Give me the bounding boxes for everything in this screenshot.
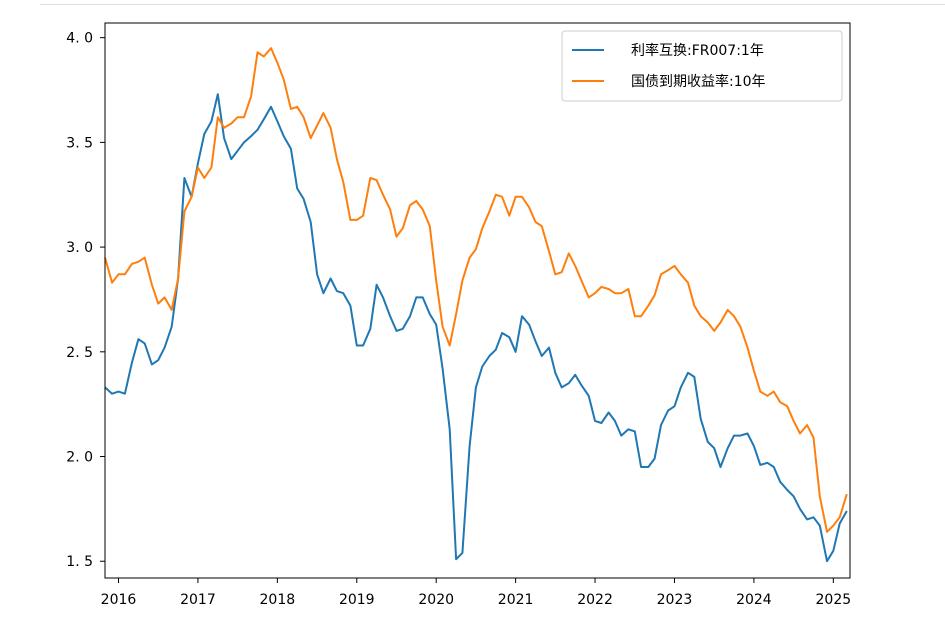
x-tick-label: 2016	[101, 592, 137, 608]
x-tick-label: 2020	[418, 592, 454, 608]
legend: 利率互换:FR007:1年 国债到期收益率:10年	[561, 30, 843, 102]
series-layer	[104, 47, 848, 563]
plot-frame	[104, 22, 851, 579]
x-tick-label: 2023	[657, 592, 693, 608]
legend-label-swap: 利率互换:FR007:1年	[631, 42, 764, 59]
legend-box	[561, 30, 843, 102]
x-tick-label: 2019	[339, 592, 375, 608]
axis-layer: 2016 2017 2018 2019 2020 2021 2022 2023 2024 2025…	[66, 31, 851, 608]
series-line-0	[104, 93, 848, 563]
y-tick-label: 3. 0	[66, 240, 93, 256]
x-tick-label: 2022	[577, 592, 613, 608]
y-tick-label: 2. 0	[66, 450, 93, 466]
notebook-output-divider	[40, 0, 945, 5]
x-tick-label: 2018	[260, 592, 296, 608]
x-tick-label: 2025	[816, 592, 852, 608]
x-tick-label: 2021	[498, 592, 534, 608]
x-tick-label: 2024	[736, 592, 772, 608]
plot-area	[105, 23, 850, 578]
x-tick-label: 2017	[180, 592, 216, 608]
y-tick-label: 3. 5	[66, 135, 93, 151]
y-tick-label: 4. 0	[66, 31, 93, 47]
y-tick-label: 1. 5	[66, 554, 93, 570]
y-tick-label: 2. 5	[66, 345, 93, 361]
series-line-1	[104, 47, 848, 533]
legend-label-bond: 国债到期收益率:10年	[631, 73, 766, 90]
